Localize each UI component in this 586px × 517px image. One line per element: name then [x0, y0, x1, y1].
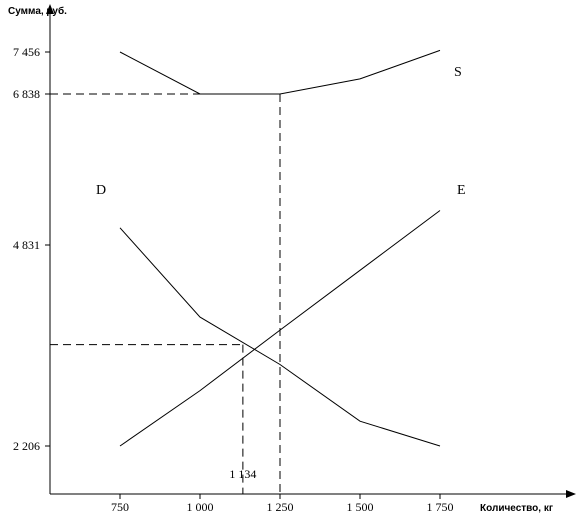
series-line-S — [119, 49, 441, 95]
series-label-D: D — [96, 183, 106, 198]
y-tick-label-3: 2 206 — [13, 439, 40, 453]
y-axis-title: Сумма, руб. — [8, 5, 67, 17]
x-axis-title: Количество, кг — [480, 503, 553, 514]
guide-lines — [50, 93, 281, 494]
intersection-label-0: 1 134 — [229, 467, 256, 481]
y-tick-label-2: 4 831 — [13, 238, 40, 252]
y-axis-arrow — [46, 4, 54, 14]
series-label-S: S — [454, 65, 462, 80]
tick-marks — [45, 51, 441, 499]
chart-axes — [46, 4, 576, 498]
y-tick-label-1: 6 838 — [13, 87, 40, 101]
series-line-E — [119, 210, 441, 447]
x-tick-label-3: 1 500 — [347, 500, 374, 514]
chart-labels: Сумма, руб. Количество, кг 750 1 000 1 250… — [8, 5, 553, 514]
x-tick-label-2: 1 250 — [267, 500, 294, 514]
series-line-D — [119, 227, 441, 447]
series-lines — [119, 49, 441, 447]
y-tick-label-0: 7 456 — [13, 45, 40, 59]
x-tick-label-4: 1 750 — [427, 500, 454, 514]
x-axis-arrow — [566, 490, 576, 498]
x-tick-label-0: 750 — [111, 500, 129, 514]
series-label-E: E — [457, 183, 466, 198]
x-tick-label-1: 1 000 — [187, 500, 214, 514]
